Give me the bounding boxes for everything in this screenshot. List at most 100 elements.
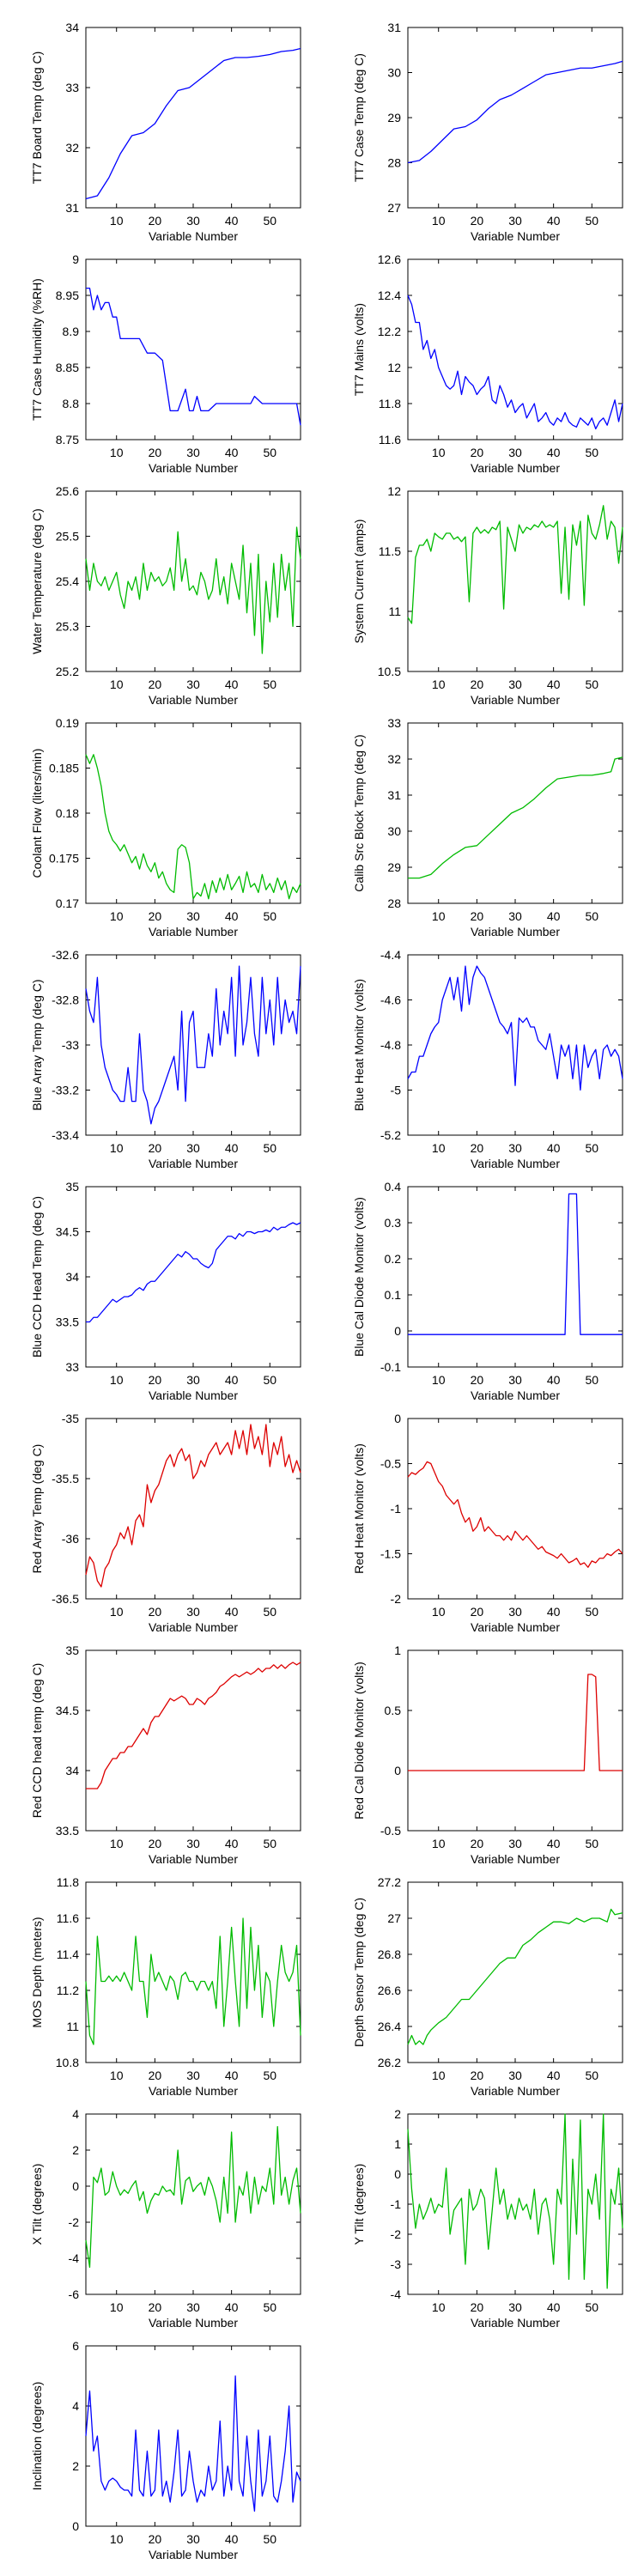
y-tick-label: -33.2	[52, 1084, 79, 1097]
y-tick-label: -6	[69, 2287, 80, 2301]
x-axis-label: Variable Number	[149, 1388, 238, 1402]
y-tick-label: -4	[69, 2251, 80, 2265]
y-tick-label: 12.6	[378, 252, 401, 266]
x-tick-label: 20	[149, 2532, 162, 2546]
plot-frame	[407, 1418, 623, 1600]
plot-frame	[85, 954, 301, 1136]
x-axis-label: Variable Number	[149, 1620, 238, 1634]
x-tick-label: 20	[149, 2300, 162, 2314]
x-tick-label: 50	[263, 1373, 276, 1387]
x-tick-label: 20	[471, 1141, 484, 1155]
x-tick-label: 50	[263, 2300, 276, 2314]
y-tick-label: 35	[65, 1180, 79, 1194]
x-axis-label: Variable Number	[471, 229, 560, 243]
series-line	[85, 47, 301, 200]
y-tick-label: 11.6	[57, 1911, 79, 1925]
x-tick-label: 50	[585, 1141, 598, 1155]
y-axis-label: TT7 Case Temp (deg C)	[352, 53, 366, 182]
chart-svg: 10 20 30 40 50 31 32 33 34 Variable Number TT7 Boa…	[30, 21, 301, 243]
x-tick-label: 40	[547, 446, 561, 459]
chart-panel: 10 20 30 40 50 -5.2 -5 -4.8 -4.6 -4.4 Variable Num…	[322, 927, 644, 1170]
y-axis-label: Y Tilt (degrees)	[352, 2164, 366, 2245]
y-tick-label: 34.5	[56, 1704, 79, 1717]
x-tick-label: 40	[225, 909, 239, 923]
y-tick-label: 25.6	[56, 484, 79, 498]
x-tick-label: 40	[547, 909, 561, 923]
y-axis-label: Coolant Flow (liters/min)	[30, 749, 44, 878]
y-tick-label: 10.5	[378, 665, 401, 678]
y-tick-label: -33	[62, 1038, 79, 1052]
x-tick-label: 40	[225, 2532, 239, 2546]
x-axis-label: Variable Number	[149, 461, 238, 475]
x-axis-label: Variable Number	[471, 1388, 560, 1402]
chart-svg: 10 20 30 40 50 26.2 26.4 26.6 26.8 27 27.2 Variable…	[352, 1875, 623, 2098]
x-tick-label: 30	[186, 677, 200, 691]
y-tick-label: -36.5	[52, 1592, 79, 1606]
x-tick-label: 20	[471, 1373, 484, 1387]
series-line	[407, 1461, 623, 1568]
x-tick-label: 50	[585, 909, 598, 923]
y-tick-label: 9	[72, 252, 79, 266]
y-tick-label: 30	[387, 824, 401, 838]
y-tick-label: 8.75	[56, 433, 79, 447]
y-tick-label: -4.8	[380, 1038, 401, 1052]
x-tick-label: 20	[149, 677, 162, 691]
y-tick-label: 0	[72, 2179, 79, 2193]
x-tick-label: 20	[149, 1837, 162, 1850]
x-tick-label: 20	[149, 446, 162, 459]
chart-svg: 10 20 30 40 50 25.2 25.3 25.4 25.5 25.6 Variable N…	[30, 484, 301, 707]
y-tick-label: -32.6	[52, 948, 79, 962]
chart-panel: 10 20 30 40 50 -33.4 -33.2 -33 -32.8 -32.6 Variabl…	[0, 927, 322, 1170]
y-tick-label: 28	[387, 896, 401, 910]
plot-frame	[407, 1186, 623, 1368]
x-tick-label: 50	[585, 1837, 598, 1850]
x-tick-label: 40	[225, 677, 239, 691]
x-tick-label: 40	[547, 677, 561, 691]
chart-svg: 10 20 30 40 50 8.75 8.8 8.85 8.9 8.95 9 Variable Nu…	[30, 252, 301, 475]
y-axis-label: MOS Depth (meters)	[30, 1917, 44, 2027]
series-line	[407, 2113, 623, 2289]
y-tick-label: 28	[387, 156, 401, 170]
x-tick-label: 30	[186, 1837, 200, 1850]
x-tick-label: 10	[432, 1373, 446, 1387]
x-tick-label: 10	[432, 2069, 446, 2082]
plot-frame	[407, 490, 623, 672]
y-tick-label: -35.5	[52, 1472, 79, 1485]
y-tick-label: -4	[391, 2287, 402, 2301]
chart-svg: 10 20 30 40 50 -2 -1.5 -1 -0.5 0 Variable Number Re…	[352, 1412, 623, 1634]
x-tick-label: 10	[110, 1141, 124, 1155]
y-tick-label: 27.2	[378, 1875, 401, 1889]
chart-svg: 10 20 30 40 50 -0.1 0 0.1 0.2 0.3 0.4 Variable Numb…	[352, 1180, 623, 1402]
y-tick-label: 31	[387, 788, 401, 802]
y-tick-label: -33.4	[52, 1128, 79, 1142]
x-tick-label: 10	[432, 2300, 446, 2314]
x-axis-label: Variable Number	[149, 1157, 238, 1170]
chart-panel: 10 20 30 40 50 11.6 11.8 12 12.2 12.4 12.6 Variable…	[322, 232, 644, 475]
plot-frame	[407, 722, 623, 904]
y-tick-label: 11.8	[379, 397, 401, 410]
chart-panel: 10 20 30 40 50 0.17 0.175 0.18 0.185 0.19 Variable…	[0, 696, 322, 939]
x-tick-label: 40	[225, 2069, 239, 2082]
y-tick-label: -36	[62, 1532, 79, 1546]
x-tick-label: 20	[471, 1605, 484, 1619]
y-tick-label: 2	[72, 2143, 79, 2157]
series-line	[408, 1193, 623, 1335]
plot-frame	[407, 27, 623, 209]
chart-panel: 10 20 30 40 50 -36.5 -36 -35.5 -35 Variable Numbe…	[0, 1391, 322, 1634]
x-tick-label: 30	[508, 1141, 522, 1155]
x-tick-label: 50	[585, 677, 598, 691]
x-tick-label: 10	[432, 909, 446, 923]
x-axis-label: Variable Number	[471, 1157, 560, 1170]
x-tick-label: 10	[110, 677, 124, 691]
plot-frame	[407, 1881, 623, 2063]
y-tick-label: -4.6	[380, 993, 401, 1007]
chart-svg: 10 20 30 40 50 0 2 4 6 Variable Number Inclination…	[30, 2339, 301, 2561]
chart-svg: 10 20 30 40 50 11.6 11.8 12 12.2 12.4 12.6 Variable…	[352, 252, 623, 475]
chart-panel: 10 20 30 40 50 27 28 29 30 31 Variable Number TT7 C…	[322, 0, 644, 243]
x-tick-label: 40	[547, 1373, 561, 1387]
chart-panel: 10 20 30 40 50 0 2 4 6 Variable Number Inclination…	[0, 2318, 322, 2561]
y-axis-label: Red Heat Monitor (volts)	[352, 1443, 366, 1574]
y-tick-label: 2	[394, 2107, 401, 2121]
x-tick-label: 20	[471, 909, 484, 923]
x-axis-label: Variable Number	[471, 461, 560, 475]
